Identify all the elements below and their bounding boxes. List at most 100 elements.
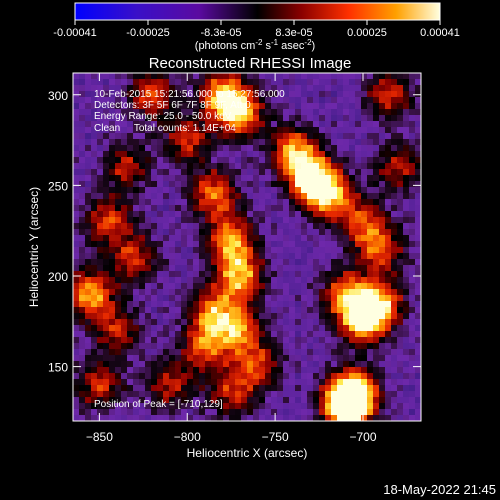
heatmap-cell: [97, 163, 104, 170]
heatmap-cell: [229, 217, 236, 224]
heatmap-cell: [169, 169, 176, 176]
heatmap-cell: [103, 283, 110, 290]
heatmap-cell: [409, 259, 416, 266]
heatmap-cell: [391, 217, 398, 224]
heatmap-cell: [109, 109, 116, 116]
heatmap-cell: [223, 169, 230, 176]
heatmap-cell: [247, 235, 254, 242]
heatmap-cell: [301, 79, 308, 86]
heatmap-cell: [331, 361, 338, 368]
heatmap-cell: [91, 367, 98, 374]
heatmap-cell: [307, 397, 314, 404]
heatmap-cell: [211, 409, 218, 416]
heatmap-cell: [187, 181, 194, 188]
heatmap-cell: [205, 295, 212, 302]
x-tick-label: −750: [262, 430, 289, 444]
heatmap-cell: [229, 265, 236, 272]
heatmap-cell: [187, 187, 194, 194]
heatmap-cell: [85, 97, 92, 104]
heatmap-cell: [139, 349, 146, 356]
heatmap-cell: [163, 295, 170, 302]
heatmap-cell: [151, 223, 158, 230]
heatmap-cell: [253, 373, 260, 380]
heatmap-cell: [199, 337, 206, 344]
heatmap-cell: [193, 97, 200, 104]
heatmap-cell: [313, 187, 320, 194]
heatmap-cell: [109, 205, 116, 212]
heatmap-cell: [301, 253, 308, 260]
heatmap-cell: [199, 331, 206, 338]
heatmap-cell: [187, 169, 194, 176]
heatmap-cell: [175, 397, 182, 404]
heatmap-cell: [373, 367, 380, 374]
heatmap-cell: [163, 355, 170, 362]
heatmap-cell: [139, 109, 146, 116]
heatmap-cell: [181, 247, 188, 254]
heatmap-cell: [301, 235, 308, 242]
heatmap-cell: [133, 181, 140, 188]
heatmap-cell: [253, 121, 260, 128]
heatmap-cell: [217, 79, 224, 86]
heatmap-cell: [349, 349, 356, 356]
heatmap-cell: [403, 187, 410, 194]
heatmap-cell: [385, 349, 392, 356]
heatmap-cell: [133, 271, 140, 278]
heatmap-cell: [337, 229, 344, 236]
heatmap-cell: [403, 73, 410, 80]
heatmap-cell: [73, 217, 80, 224]
heatmap-cell: [349, 103, 356, 110]
heatmap-cell: [367, 343, 374, 350]
heatmap-cell: [391, 349, 398, 356]
heatmap-cell: [199, 415, 206, 421]
heatmap-cell: [367, 115, 374, 122]
heatmap-cell: [121, 259, 128, 266]
heatmap-cell: [415, 235, 421, 242]
heatmap-cell: [331, 349, 338, 356]
heatmap-cell: [247, 331, 254, 338]
heatmap-cell: [91, 355, 98, 362]
heatmap-cell: [211, 97, 218, 104]
y-tick-label: 300: [48, 89, 68, 103]
heatmap-cell: [145, 127, 152, 134]
heatmap-cell: [187, 241, 194, 248]
heatmap-cell: [409, 301, 416, 308]
heatmap-cell: [169, 265, 176, 272]
heatmap-cell: [277, 403, 284, 410]
heatmap-cell: [247, 385, 254, 392]
heatmap-cell: [247, 265, 254, 272]
heatmap-cell: [175, 109, 182, 116]
heatmap-cell: [271, 361, 278, 368]
heatmap-cell: [283, 379, 290, 386]
heatmap-cell: [157, 127, 164, 134]
heatmap-cell: [97, 241, 104, 248]
heatmap-cell: [211, 235, 218, 242]
heatmap-cell: [85, 223, 92, 230]
heatmap-cell: [175, 373, 182, 380]
heatmap-cell: [415, 277, 421, 284]
heatmap-cell: [121, 283, 128, 290]
heatmap-cell: [361, 259, 368, 266]
heatmap-cell: [199, 307, 206, 314]
heatmap-cell: [403, 217, 410, 224]
heatmap-cell: [199, 361, 206, 368]
heatmap-cell: [265, 175, 272, 182]
heatmap-cell: [157, 403, 164, 410]
heatmap-cell: [73, 133, 80, 140]
heatmap-cell: [391, 319, 398, 326]
heatmap-cell: [301, 409, 308, 416]
heatmap-cell: [301, 373, 308, 380]
heatmap-cell: [271, 181, 278, 188]
heatmap-cell: [145, 199, 152, 206]
heatmap-cell: [253, 211, 260, 218]
heatmap-cell: [367, 289, 374, 296]
heatmap-cell: [313, 397, 320, 404]
heatmap-cell: [385, 325, 392, 332]
heatmap-cell: [283, 157, 290, 164]
heatmap-cell: [205, 169, 212, 176]
heatmap-cell: [79, 391, 86, 398]
heatmap-cell: [289, 163, 296, 170]
heatmap-cell: [355, 211, 362, 218]
heatmap-cell: [241, 331, 248, 338]
heatmap-cell: [385, 217, 392, 224]
heatmap-cell: [145, 337, 152, 344]
